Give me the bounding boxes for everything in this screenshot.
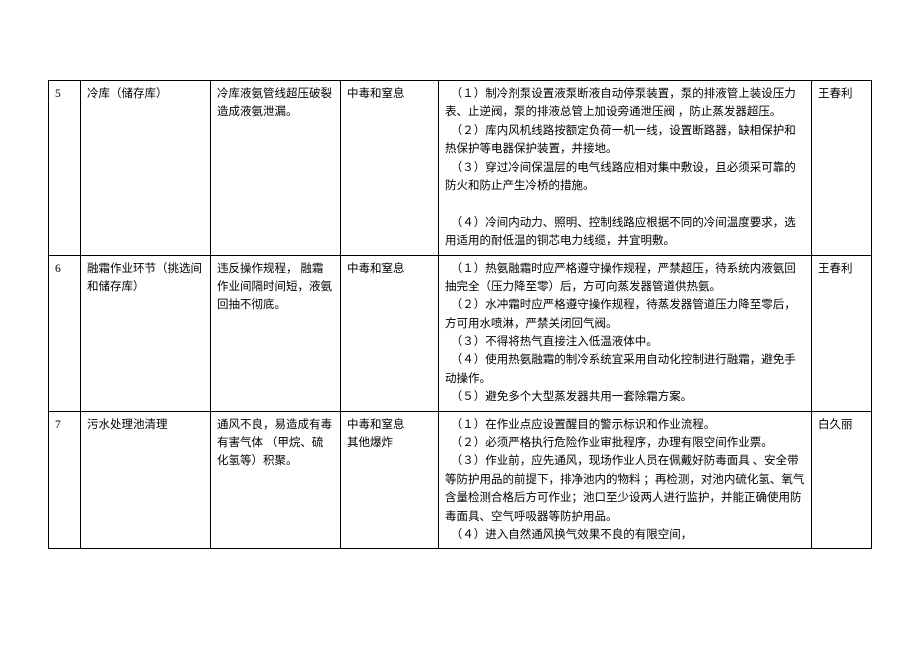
row-type: 中毒和窒息其他爆炸 xyxy=(341,411,439,549)
row-cause: 违反操作规程， 融霜作业间隔时间短，液氨回抽不彻底。 xyxy=(211,255,341,411)
row-number: 7 xyxy=(49,411,81,549)
row-responsible: 王春利 xyxy=(812,255,872,411)
row-type: 中毒和窒息 xyxy=(341,81,439,256)
row-type: 中毒和窒息 xyxy=(341,255,439,411)
table-row: 5冷库（储存库）冷库液氨管线超压破裂造成液氨泄漏。中毒和窒息 （１）制冷剂泵设置… xyxy=(49,81,872,256)
row-responsible: 白久丽 xyxy=(812,411,872,549)
row-number: 5 xyxy=(49,81,81,256)
row-responsible: 王春利 xyxy=(812,81,872,256)
row-measures: （１）制冷剂泵设置液泵断液自动停泵装置，泵的排液管上装设压力表、止逆阀，泵的排液… xyxy=(439,81,812,256)
row-cause: 通风不良，易造成有毒有害气体 （甲烷、硫化氢等）积聚。 xyxy=(211,411,341,549)
row-place: 污水处理池清理 xyxy=(81,411,211,549)
risk-table: 5冷库（储存库）冷库液氨管线超压破裂造成液氨泄漏。中毒和窒息 （１）制冷剂泵设置… xyxy=(48,80,872,549)
table-row: 7污水处理池清理通风不良，易造成有毒有害气体 （甲烷、硫化氢等）积聚。中毒和窒息… xyxy=(49,411,872,549)
row-place: 冷库（储存库） xyxy=(81,81,211,256)
row-cause: 冷库液氨管线超压破裂造成液氨泄漏。 xyxy=(211,81,341,256)
row-measures: （１）在作业点应设置醒目的警示标识和作业流程。 （２）必须严格执行危险作业审批程… xyxy=(439,411,812,549)
row-number: 6 xyxy=(49,255,81,411)
table-row: 6融霜作业环节（挑选间和储存库）违反操作规程， 融霜作业间隔时间短，液氨回抽不彻… xyxy=(49,255,872,411)
row-measures: （１）热氨融霜时应严格遵守操作规程，严禁超压，待系统内液氨回抽完全（压力降至零）… xyxy=(439,255,812,411)
row-place: 融霜作业环节（挑选间和储存库） xyxy=(81,255,211,411)
